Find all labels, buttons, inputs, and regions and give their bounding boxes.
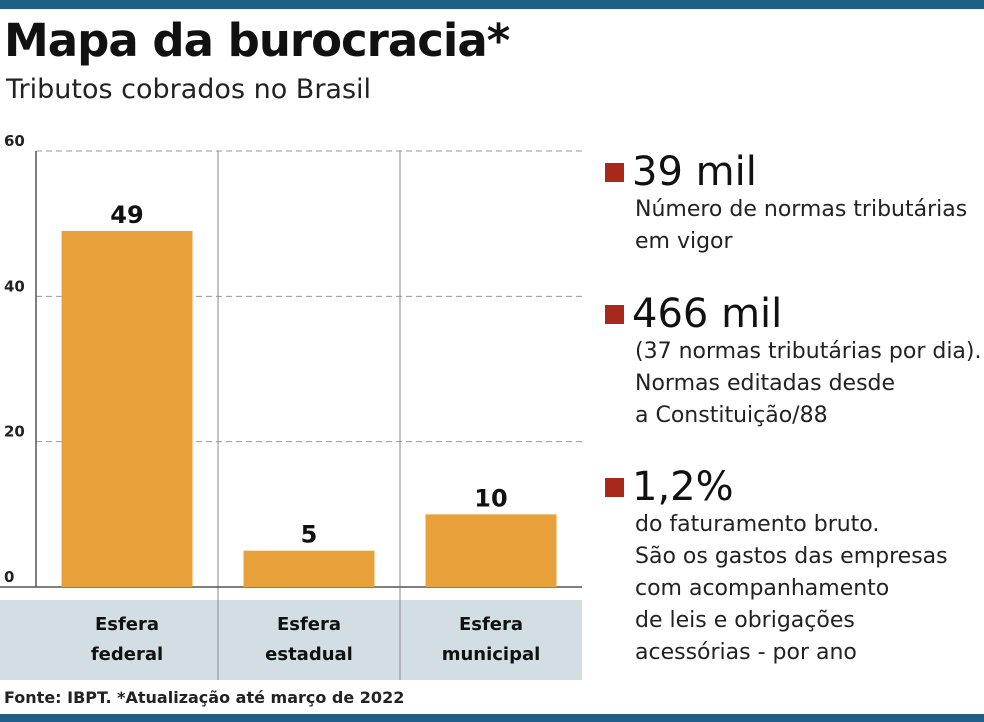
- stat-normas-vigor: 39 mil Número de normas tributárias em v…: [605, 150, 967, 258]
- bar-chart: 0 20 40 60 49 Esfera federal 5 Esfera estadual 10 E…: [0, 132, 582, 680]
- category-label: estadual: [265, 644, 353, 665]
- stat-description: do faturamento bruto. São os gastos das …: [635, 512, 948, 665]
- bar: [61, 230, 193, 587]
- chart-title: Mapa da burocracia*: [4, 14, 510, 67]
- y-tick-label: 40: [4, 277, 25, 295]
- stat-value: 1,2%: [632, 464, 734, 510]
- stat-faturamento: 1,2% do faturamento bruto. São os gastos…: [605, 465, 948, 669]
- stat-description: Número de normas tributárias em vigor: [635, 197, 968, 254]
- category-label: Esfera: [459, 614, 523, 635]
- data-label: 10: [474, 484, 507, 512]
- category-label: Esfera: [277, 614, 341, 635]
- stat-marker: [605, 162, 624, 182]
- stat-marker: [605, 477, 624, 497]
- category-label: Esfera: [95, 614, 159, 635]
- y-tick-label: 60: [4, 132, 25, 150]
- bar: [425, 514, 557, 587]
- stat-value: 466 mil: [632, 291, 783, 337]
- data-label: 5: [301, 521, 318, 549]
- stat-description: (37 normas tributárias por dia). Normas …: [635, 339, 982, 428]
- y-tick-label: 0: [4, 568, 14, 586]
- stat-normas-editadas: 466 mil (37 normas tributárias por dia).…: [605, 292, 982, 432]
- data-label: 49: [110, 201, 143, 229]
- stat-marker: [605, 304, 624, 324]
- category-label: federal: [91, 644, 163, 665]
- chart-subtitle: Tributos cobrados no Brasil: [6, 74, 372, 105]
- stat-value: 39 mil: [632, 149, 757, 195]
- source-note: Fonte: IBPT. *Atualização até março de 2…: [4, 688, 405, 707]
- bar: [243, 550, 375, 587]
- bottom-accent-bar: [0, 714, 984, 722]
- top-accent-bar: [0, 0, 984, 9]
- category-label: municipal: [442, 644, 541, 665]
- y-tick-label: 20: [4, 423, 25, 441]
- category-band: [0, 600, 582, 680]
